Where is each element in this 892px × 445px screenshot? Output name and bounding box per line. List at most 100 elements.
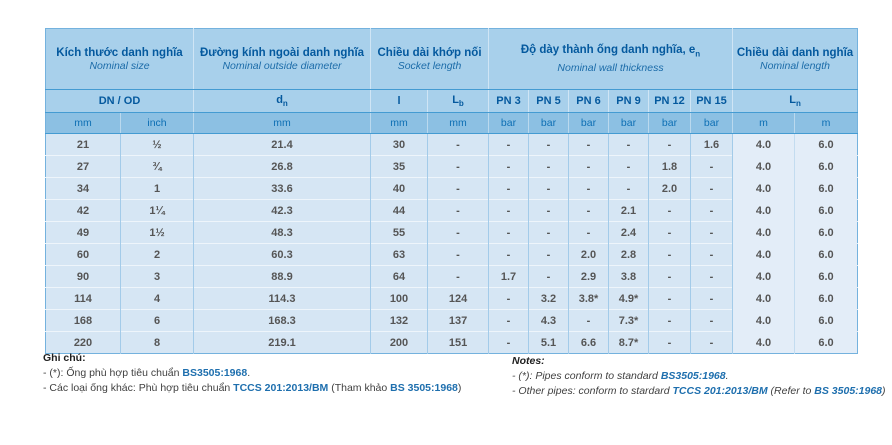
- table-cell: -: [488, 199, 529, 222]
- subheader-dn: dn: [193, 89, 371, 113]
- table-row: 114 4 114.3 100 124-3.2 3.8* 4.9* - -4.0 6.0: [45, 287, 858, 310]
- table-cell: -: [426, 133, 489, 156]
- table-cell: -: [690, 331, 733, 354]
- subheader-pn12: PN 12: [648, 89, 691, 113]
- table-cell: 6.0: [794, 133, 858, 156]
- group-title-vn: Đường kính ngoài danh nghĩa: [199, 46, 365, 59]
- table-cell: -: [608, 177, 649, 200]
- table-cell: -: [528, 155, 569, 178]
- table-cell: 55: [370, 221, 428, 244]
- table-cell: -: [648, 199, 691, 222]
- table-cell: ½: [120, 133, 194, 156]
- table-cell: 2: [120, 243, 194, 266]
- table-cell: ¾: [120, 155, 194, 178]
- table-row: 60 2 60.3 63- - -2.0 2.8- -4.0 6.0: [45, 243, 858, 266]
- table-cell: 3.8*: [568, 287, 609, 310]
- table-cell: -: [648, 331, 691, 354]
- unit-cell: mm: [193, 112, 371, 134]
- notes-vietnamese: Ghi chú: - (*): Ống phù hợp tiêu chuẩn B…: [43, 351, 461, 396]
- table-cell: 5.1: [528, 331, 569, 354]
- table-cell: 4.0: [732, 155, 795, 178]
- table-cell: -: [608, 133, 649, 156]
- col-group-outside-diameter: Đường kính ngoài danh nghĩa Nominal outs…: [193, 28, 371, 90]
- table-cell: 114: [45, 287, 121, 310]
- table-cell: 2.9: [568, 265, 609, 288]
- table-cell: -: [690, 309, 733, 332]
- table-cell: 4.0: [732, 287, 795, 310]
- standard-ref: TCCS 201:2013/BM: [233, 382, 329, 394]
- table-cell: -: [528, 133, 569, 156]
- group-title-en: Nominal wall thickness: [557, 61, 664, 74]
- group-title-en: Nominal size: [89, 59, 150, 72]
- subheader-pn9: PN 9: [608, 89, 649, 113]
- table-cell: -: [426, 221, 489, 244]
- table-row: 27 ¾ 26.8 35- - - - -1.8-4.0 6.0: [45, 155, 858, 178]
- table-cell: -: [426, 199, 489, 222]
- standard-ref: BS 3505:1968: [814, 385, 883, 397]
- table-cell: -: [528, 265, 569, 288]
- table-cell: 200: [370, 331, 428, 354]
- table-cell: -: [690, 199, 733, 222]
- table-cell: 4.0: [732, 331, 795, 354]
- table-cell: 6.0: [794, 155, 858, 178]
- table-cell: 6.0: [794, 331, 858, 354]
- table-cell: 1¼: [120, 199, 194, 222]
- table-cell: -: [690, 243, 733, 266]
- table-cell: -: [648, 265, 691, 288]
- table-cell: 3.2: [528, 287, 569, 310]
- table-cell: 60: [45, 243, 121, 266]
- group-title-en: Socket length: [397, 59, 462, 72]
- table-cell: 2.4: [608, 221, 649, 244]
- table-cell: 6.0: [794, 221, 858, 244]
- header-group-row: Kích thước danh nghĩa Nominal size Đường…: [45, 28, 858, 90]
- standard-ref: BS3505:1968: [182, 367, 248, 379]
- group-title-vn: Độ dày thành ống danh nghĩa, en: [520, 44, 701, 59]
- group-title-vn: Kích thước danh nghĩa: [56, 46, 183, 59]
- table-cell: 4.0: [732, 133, 795, 156]
- table-cell: 4.9*: [608, 287, 649, 310]
- table-cell: 6.0: [794, 309, 858, 332]
- table-cell: 3: [120, 265, 194, 288]
- table-cell: 21: [45, 133, 121, 156]
- note-line: - (*): Pipes conform to standard BS3505:…: [512, 370, 729, 382]
- table-cell: 7.3*: [608, 309, 649, 332]
- subheader-dn-od: DN / OD: [45, 89, 194, 113]
- unit-cell: mm: [45, 112, 121, 134]
- table-cell: -: [488, 287, 529, 310]
- unit-cell: bar: [648, 112, 691, 134]
- table-cell: -: [528, 221, 569, 244]
- table-cell: -: [426, 265, 489, 288]
- group-title-en: Nominal length: [759, 59, 831, 72]
- table-cell: 49: [45, 221, 121, 244]
- table-cell: -: [488, 331, 529, 354]
- unit-cell: bar: [528, 112, 569, 134]
- table-row: 168 6 168.3 132 137-4.3-7.3* - -4.0 6.0: [45, 309, 858, 332]
- table-cell: 64: [370, 265, 428, 288]
- table-cell: -: [488, 309, 529, 332]
- table-cell: 4.0: [732, 243, 795, 266]
- table-cell: 219.1: [193, 331, 371, 354]
- table-cell: 30: [370, 133, 428, 156]
- table-cell: -: [648, 287, 691, 310]
- table-cell: 44: [370, 199, 428, 222]
- table-cell: 1.6: [690, 133, 733, 156]
- table-cell: 42.3: [193, 199, 371, 222]
- table-cell: 4.0: [732, 265, 795, 288]
- subheader-lb: Lb: [426, 89, 489, 113]
- table-cell: -: [568, 221, 609, 244]
- table-row: 21 ½ 21.4 30- - - - - -1.6 4.0 6.0: [45, 133, 858, 156]
- table-cell: 1: [120, 177, 194, 200]
- note-line: - Other pipes: conform to stardard TCCS …: [512, 385, 886, 397]
- table-cell: -: [648, 243, 691, 266]
- table-cell: 34: [45, 177, 121, 200]
- table-cell: 124: [426, 287, 489, 310]
- standard-ref: BS 3505:1968: [390, 382, 458, 394]
- unit-cell: bar: [608, 112, 649, 134]
- unit-cell: m: [794, 112, 858, 134]
- table-row: 34 1 33.6 40- - - - -2.0-4.0 6.0: [45, 177, 858, 200]
- table-cell: -: [568, 133, 609, 156]
- pipe-spec-table: Kích thước danh nghĩa Nominal size Đường…: [45, 28, 859, 354]
- table-cell: 132: [370, 309, 428, 332]
- table-cell: -: [690, 265, 733, 288]
- table-row: 220 8 219.1 200 151-5.1 6.6 8.7* - -4.0 6.0: [45, 331, 858, 354]
